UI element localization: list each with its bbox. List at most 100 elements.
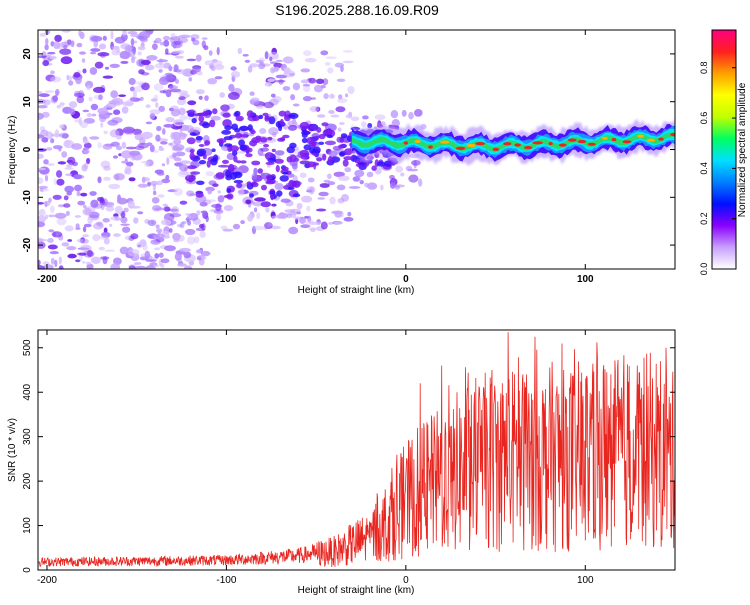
spectrogram-blob <box>324 140 336 146</box>
spectrogram-blob <box>73 92 85 98</box>
spectrogram-blob <box>239 125 249 132</box>
spectrogram-blob <box>212 183 219 187</box>
spectrogram-blob <box>195 54 202 62</box>
spectrogram-blob <box>44 44 49 51</box>
ridge-peak-core <box>646 138 656 142</box>
spectrogram-blob <box>202 122 211 129</box>
spectrogram-blob <box>138 69 145 75</box>
spectrogram-blob <box>239 144 248 151</box>
spectrogram-blob <box>173 188 183 196</box>
snr-ylabel: SNR (10 * v/v) <box>7 418 18 482</box>
spectrogram-blob <box>224 125 233 131</box>
spectrogram-blob <box>324 61 331 66</box>
spectrogram-blob <box>109 223 113 227</box>
spectrogram-blob <box>236 183 243 188</box>
spectrogram-blob <box>344 167 352 173</box>
spectrogram-blob <box>247 124 253 131</box>
ridge-peak-core <box>637 134 645 138</box>
spectrogram-blob <box>339 137 344 143</box>
spectrogram-blob <box>200 250 211 257</box>
spectrogram-blob <box>195 249 203 254</box>
spectrogram-blob <box>289 73 295 76</box>
spectrogram-blob <box>130 38 135 47</box>
spectrogram-blob <box>194 113 203 117</box>
spectrogram-blob <box>45 38 49 45</box>
spectrogram-blob <box>118 94 126 97</box>
spectrogram-blob <box>115 145 123 151</box>
spectrogram-blob <box>54 212 67 219</box>
spectrogram-blob <box>103 176 111 181</box>
spectrogram-blob <box>190 171 201 175</box>
spectrogram-blob <box>247 65 253 73</box>
spectrogram-blob <box>145 104 151 108</box>
spectrogram-blob <box>198 144 205 147</box>
spectrogram-blob <box>271 215 278 219</box>
spectrogram-blob <box>317 197 326 200</box>
spectrogram-blob <box>286 156 293 163</box>
spectrogram-blob <box>283 67 291 75</box>
spectrogram-blob <box>197 256 202 261</box>
spectrogram-blob <box>313 135 321 139</box>
spectrogram-blob <box>341 194 349 202</box>
spectrogram-blob <box>183 265 193 269</box>
snr-ytick-label: 0 <box>22 567 33 573</box>
spectrogram-blob <box>70 40 75 48</box>
spectrogram-blob <box>301 195 313 203</box>
spectrogram-blob <box>293 180 301 188</box>
spectrogram-blob <box>270 193 275 201</box>
spectrogram-blob <box>233 155 238 163</box>
spectrogram-blob <box>173 35 181 42</box>
snr-xlabel: Height of straight line (km) <box>298 585 415 596</box>
spectrogram-blob <box>185 228 196 236</box>
spectrogram-blob <box>335 106 346 113</box>
spectrogram-blob <box>124 45 133 52</box>
spectrogram-blob <box>315 208 327 212</box>
spectrogram-blob <box>78 252 87 256</box>
spectrogram-blob <box>153 190 157 196</box>
spectrogram-blob <box>274 79 286 83</box>
spectrogram-blob <box>105 205 115 212</box>
spectrogram-blob <box>90 48 101 52</box>
spectrogram-blob <box>81 58 86 63</box>
spectrogram-blob <box>137 211 144 215</box>
spectrogram-blob <box>186 137 196 145</box>
snr-series-line <box>38 332 675 568</box>
spectrogram-blob <box>43 264 54 269</box>
spectrogram-blob <box>330 114 340 118</box>
spectrogram-blob <box>122 226 131 233</box>
spectrogram-blob <box>38 238 48 242</box>
spectrogram-blob <box>154 37 162 44</box>
spectrogram-blob <box>103 202 115 208</box>
spectrogram-blob <box>129 86 135 92</box>
ridge-peak-core <box>428 145 433 149</box>
spectrogram-blob <box>154 207 166 211</box>
spectrogram-blob <box>174 252 182 261</box>
spectrogram-blob <box>71 161 78 167</box>
spectrogram-blob <box>204 95 209 101</box>
snr-axes: -200 -100 0 100 0 100 200 300 400 500 <box>22 330 675 586</box>
spectrogram-blob <box>287 186 295 190</box>
spectrogram-blob <box>121 160 129 164</box>
spectrogram-blob <box>139 96 144 101</box>
spectrogram-blob <box>78 254 83 262</box>
spectrogram-blob <box>93 86 105 93</box>
spectrogram-blob <box>142 136 150 140</box>
spectrogram-blob <box>195 192 204 198</box>
spectrogram-blob <box>44 214 49 220</box>
spectrogram-blob <box>211 148 216 152</box>
spectrogram-blob <box>75 227 81 230</box>
spectrogram-blob <box>228 163 235 172</box>
spectrogram-blob <box>220 104 230 112</box>
spectrogram-blob <box>245 199 252 205</box>
spectrogram-blob <box>376 161 386 167</box>
spectrogram-blob <box>173 138 182 145</box>
spectrogram-blob <box>292 103 300 107</box>
spectrogram-blob <box>259 137 268 143</box>
spectrogram-blob <box>73 71 81 78</box>
spectrogram-blob <box>88 96 93 102</box>
spectrogram-blob <box>38 259 41 266</box>
spectrogram-blob <box>282 56 294 64</box>
spectrogram-blob <box>178 96 186 101</box>
spectrogram-blob <box>274 150 285 156</box>
spectrogram-blob <box>133 85 144 93</box>
